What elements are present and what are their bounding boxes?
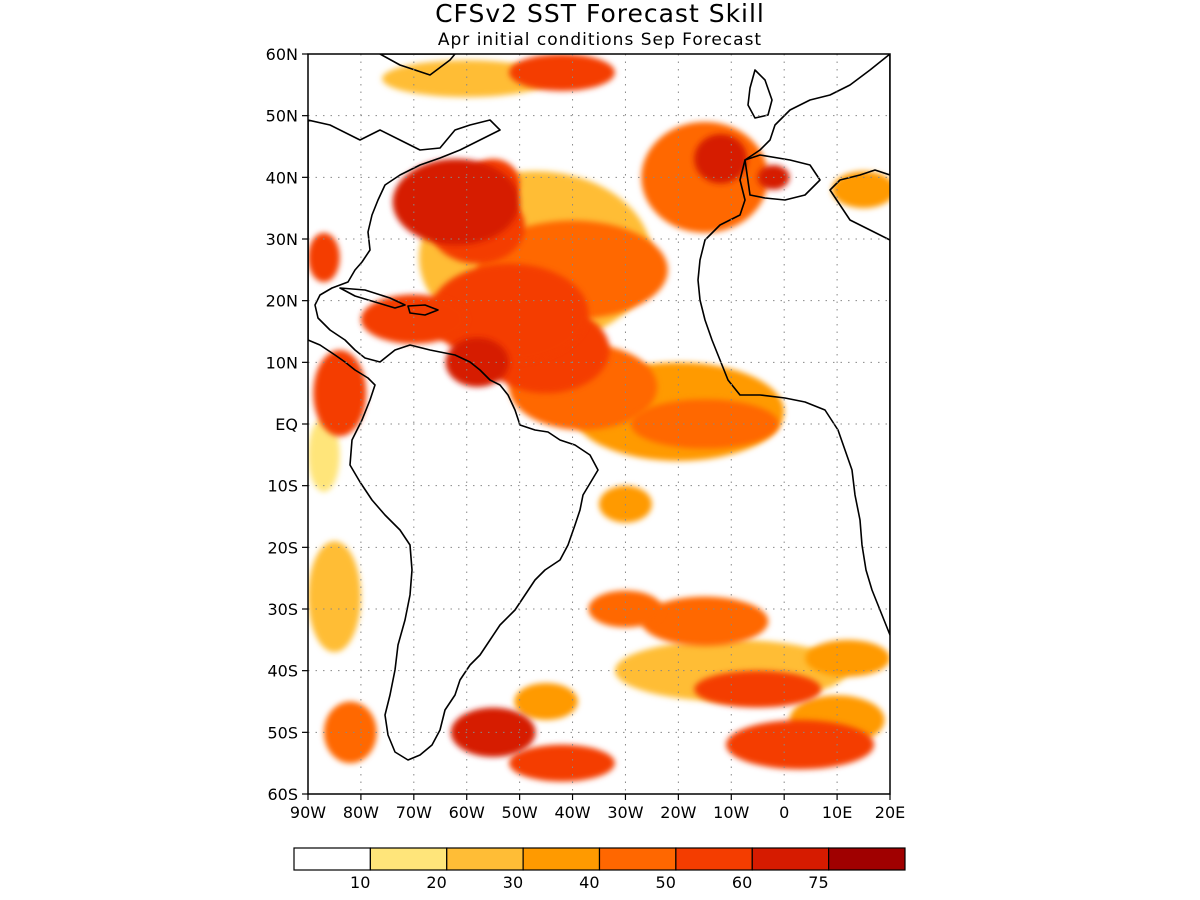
colorbar-label: 50 <box>656 873 676 892</box>
colorbar-swatch <box>446 847 524 871</box>
skill-patch <box>382 60 552 98</box>
greenland-edge <box>379 54 456 76</box>
north-america-land <box>308 119 599 761</box>
skill-patch <box>831 171 890 209</box>
skill-patch <box>509 744 615 782</box>
colorbar: 10 20 30 40 50 60 75 <box>293 847 906 892</box>
skill-patch <box>694 134 748 184</box>
longitude-axis: 90W 80W 70W 60W 50W 40W 30W 20W 10W 0 10E 20E <box>290 794 905 822</box>
colorbar-label: 40 <box>579 873 599 892</box>
longitude-tick-label: 60W <box>449 803 485 822</box>
skill-patch <box>308 232 340 283</box>
latitude-tick-label: 40S <box>267 662 298 681</box>
longitude-tick-label: 20W <box>660 803 696 822</box>
longitude-tick-label: 30W <box>607 803 643 822</box>
longitude-tick-label: 20E <box>875 803 905 822</box>
latitude-tick-label: 10S <box>267 477 298 496</box>
longitude-tick-label: 10W <box>713 803 749 822</box>
figure-subtitle: Apr initial conditions Sep Forecast <box>438 30 762 50</box>
longitude-tick-label: 40W <box>554 803 590 822</box>
skill-patch <box>323 701 377 764</box>
skill-patch <box>514 683 578 720</box>
skill-field <box>308 54 890 782</box>
skill-patch <box>392 158 520 246</box>
skill-patch <box>725 720 875 770</box>
figure-title: CFSv2 SST Forecast Skill <box>435 0 765 28</box>
british-isles-land <box>747 69 773 119</box>
skill-patch <box>360 294 467 344</box>
latitude-tick-label: 20S <box>267 538 298 557</box>
colorbar-swatch <box>293 847 371 871</box>
latitude-axis: 60N 50N 40N 30N 20N 10N EQ 10S 20S 30S 40S 50S 60S <box>266 45 308 804</box>
colorbar-label: 10 <box>350 873 370 892</box>
longitude-tick-label: 10E <box>822 803 852 822</box>
latitude-tick-label: 30S <box>267 600 298 619</box>
latitude-tick-label: 50S <box>267 723 298 742</box>
skill-patch <box>630 399 779 449</box>
latitude-tick-label: 60N <box>266 45 298 64</box>
skill-patch <box>313 350 367 437</box>
cuba-land <box>339 287 406 309</box>
latitude-tick-label: 50N <box>266 107 298 126</box>
colorbar-swatch <box>369 847 448 871</box>
latitude-tick-label: 10N <box>266 353 298 372</box>
map-panel: 60N 50N 40N 30N 20N 10N EQ 10S 20S 30S 40S 50S 60S 9… <box>266 45 906 822</box>
colorbar-swatch <box>598 847 677 871</box>
skill-patch <box>308 541 361 653</box>
latitude-tick-label: 60S <box>267 785 298 804</box>
skill-patch <box>805 639 890 677</box>
skill-patch <box>445 337 510 388</box>
colorbar-swatch <box>828 847 906 871</box>
iberia-mediterranean <box>744 154 821 201</box>
colorbar-swatch <box>522 847 601 871</box>
colorbar-label: 75 <box>808 873 828 892</box>
skill-patch <box>450 707 536 757</box>
longitude-tick-label: 80W <box>343 803 379 822</box>
hispaniola-land <box>407 304 439 316</box>
colorbar-swatch <box>675 847 753 871</box>
colorbar-swatch <box>751 847 830 871</box>
latitude-tick-label: EQ <box>275 415 298 434</box>
land-masks <box>308 54 890 761</box>
longitude-tick-label: 90W <box>290 803 326 822</box>
colorbar-label: 20 <box>426 873 446 892</box>
europe-africa-land <box>697 54 890 636</box>
skill-patch <box>694 670 822 708</box>
colorbar-label: 30 <box>503 873 523 892</box>
latitude-tick-label: 40N <box>266 168 298 187</box>
longitude-tick-label: 70W <box>396 803 432 822</box>
longitude-tick-label: 50W <box>502 803 538 822</box>
latitude-tick-label: 20N <box>266 292 298 311</box>
colorbar-label: 60 <box>732 873 752 892</box>
skill-patch <box>509 54 615 91</box>
latitude-tick-label: 30N <box>266 230 298 249</box>
skill-patch <box>429 263 589 363</box>
longitude-tick-label: 0 <box>779 803 789 822</box>
skill-patch <box>308 417 340 492</box>
